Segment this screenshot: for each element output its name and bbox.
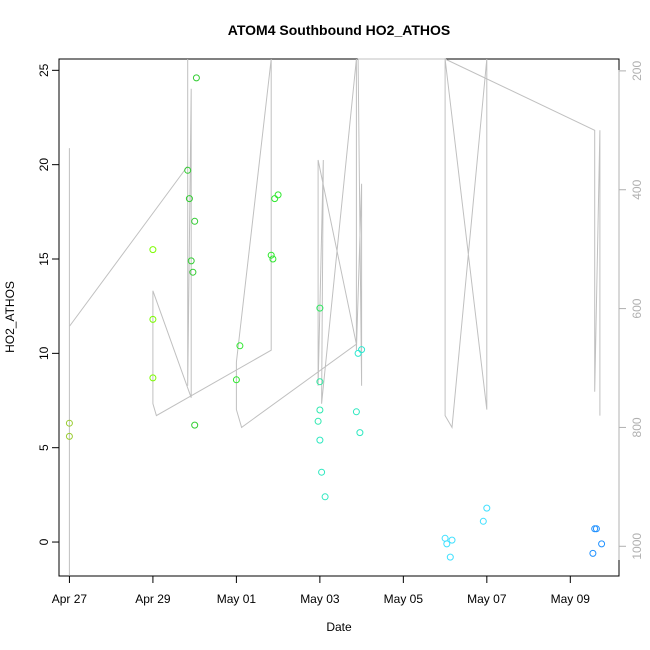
x-axis-label: Date (326, 620, 352, 634)
data-point (318, 468, 326, 476)
data-point (192, 74, 200, 82)
y-tick-label: 20 (37, 158, 51, 172)
data-point (448, 536, 456, 544)
data-point (236, 342, 244, 350)
x-tick-label: May 09 (551, 592, 591, 606)
y-tick-label: 5 (37, 444, 51, 451)
x-axis: Apr 27 Apr 29 May 01 May 03 May 05 May 07 May … (52, 575, 591, 606)
y2-tick-label: 400 (630, 179, 644, 199)
y-axis: 0 5 10 15 20 25 (37, 63, 60, 545)
data-point (149, 315, 157, 323)
data-point (271, 195, 279, 203)
data-point (358, 346, 366, 354)
plot-frame (58, 58, 620, 577)
data-point (354, 349, 362, 357)
chart-title: ATOM4 Southbound HO2_ATHOS (228, 22, 450, 38)
y2-axis: 200 400 600 800 1000 (619, 61, 644, 560)
data-point (191, 217, 199, 225)
series-line (68, 58, 601, 576)
data-point (316, 436, 324, 444)
data-point (267, 251, 275, 259)
x-tick-label: May 03 (300, 592, 340, 606)
data-point (274, 191, 282, 199)
y-tick-label: 15 (37, 252, 51, 266)
scatter-points (65, 74, 606, 561)
y2-tick-label: 600 (630, 298, 644, 318)
data-point (483, 504, 491, 512)
y2-tick-label: 800 (630, 417, 644, 437)
data-point (316, 406, 324, 414)
x-tick-label: May 07 (467, 592, 507, 606)
data-point (316, 304, 324, 312)
right-axis-line-series (68, 58, 601, 576)
data-point (479, 517, 487, 525)
data-point (356, 429, 364, 437)
data-point (443, 540, 451, 548)
data-point (592, 525, 600, 533)
data-point (191, 421, 199, 429)
data-point (65, 432, 73, 440)
data-point (446, 553, 454, 561)
data-point (149, 374, 157, 382)
data-point (187, 257, 195, 265)
y2-tick-label: 1000 (630, 533, 644, 560)
data-point (149, 246, 157, 254)
data-point (314, 417, 322, 425)
y-tick-label: 0 (37, 538, 51, 545)
data-point (441, 534, 449, 542)
y-axis-label: HO2_ATHOS (3, 281, 17, 353)
data-point (189, 268, 197, 276)
y-tick-label: 10 (37, 346, 51, 360)
data-point (185, 195, 193, 203)
x-tick-label: May 05 (384, 592, 424, 606)
data-point (589, 549, 597, 557)
data-point (321, 493, 329, 501)
data-point (232, 376, 240, 384)
data-point (184, 166, 192, 174)
x-tick-label: May 01 (217, 592, 257, 606)
data-point (598, 540, 606, 548)
data-point (65, 419, 73, 427)
data-point (269, 255, 277, 263)
x-tick-label: Apr 29 (135, 592, 171, 606)
data-point (352, 408, 360, 416)
data-point (316, 378, 324, 386)
x-tick-label: Apr 27 (52, 592, 88, 606)
y-tick-label: 25 (37, 63, 51, 77)
y2-tick-label: 200 (630, 61, 644, 81)
